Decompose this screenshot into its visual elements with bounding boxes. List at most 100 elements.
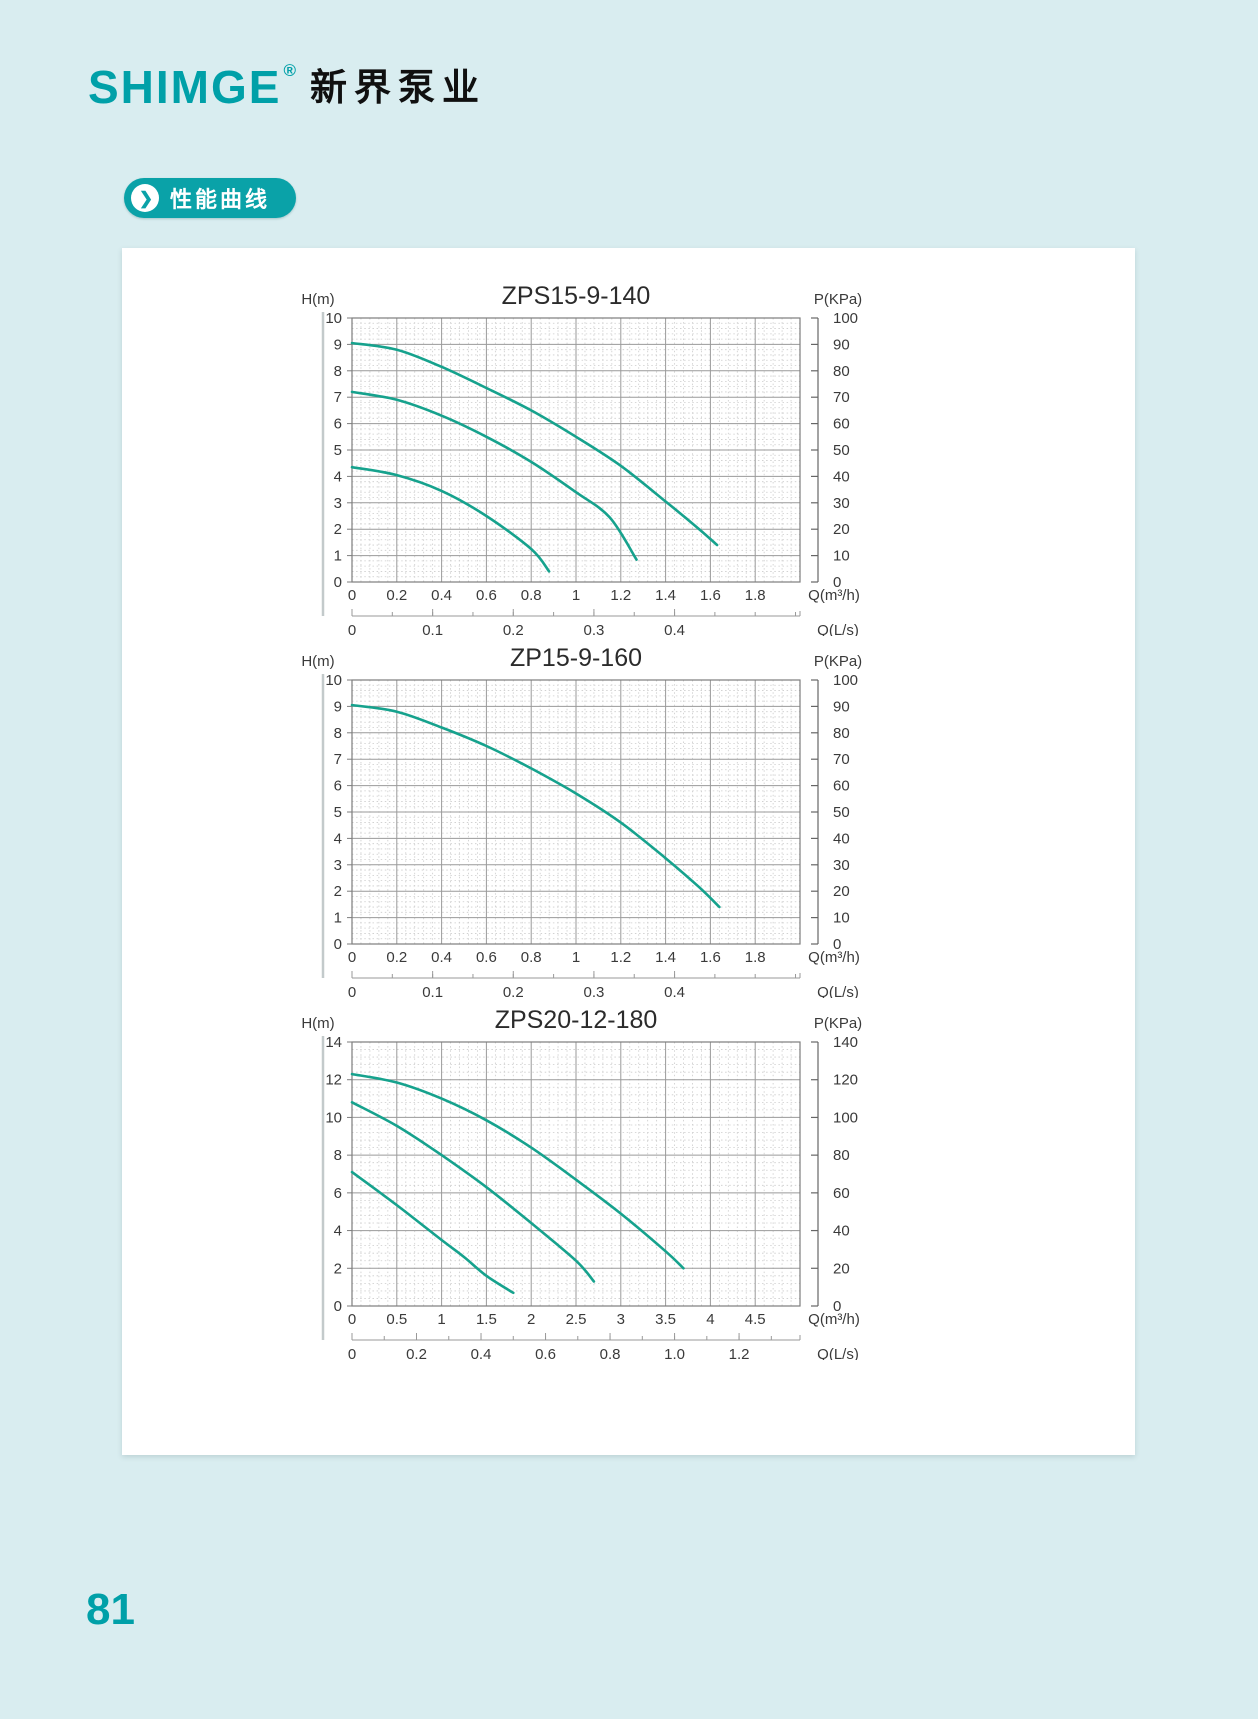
chart-block-2: ZP15-9-160 H(m) P(KPa) Q(m³/h) Q(L/s) 0 1 2 3 4 5 6… (122, 636, 1135, 1001)
arrow-circle-icon: ❯ (131, 184, 159, 212)
y2-axis: 0 10 20 30 40 50 60 70 80 90 100 (811, 310, 858, 591)
x-tick-label: 0.2 (386, 587, 407, 604)
x2-axis-unit-label: Q(L/s) (817, 622, 859, 636)
x2-tick-label: 0 (348, 1346, 356, 1360)
x-tick-label: 0.6 (476, 587, 497, 604)
x-tick-label: 1.2 (610, 949, 631, 966)
y2-tick-label: 80 (833, 363, 850, 380)
x-axis-ticks: 0 0.2 0.4 0.6 0.8 1 1.2 1.4 1.6 1.8 (348, 587, 766, 604)
x-tick-label: 0.4 (431, 587, 452, 604)
y-tick-label: 8 (334, 725, 342, 742)
major-grid (352, 680, 800, 944)
chart-block-3: ZPS20-12-180 H(m) P(KPa) Q(m³/h) Q(L/s) 0 2 4 6 8… (122, 998, 1135, 1363)
x2-tick-label: 1.0 (664, 1346, 685, 1360)
x-tick-label: 0.2 (386, 949, 407, 966)
y-tick-label: 5 (334, 804, 342, 821)
y2-tick-label: 0 (833, 936, 841, 953)
y2-tick-label: 70 (833, 389, 850, 406)
x2-axis-unit-label: Q(L/s) (817, 1346, 859, 1360)
x2-axis (351, 1333, 801, 1341)
curve-speed-1 (350, 465, 551, 573)
y-tick-label: 8 (334, 1147, 342, 1164)
y-axis-unit-label: H(m) (301, 653, 334, 670)
x-tick-label: 0.8 (521, 949, 542, 966)
x2-tick-label: 0 (348, 622, 356, 636)
y-tick-label: 5 (334, 442, 342, 459)
x-tick-label: 2.5 (566, 1311, 587, 1328)
y-tick-label: 2 (334, 883, 342, 900)
x-tick-label: 1.4 (655, 949, 676, 966)
x-tick-label: 1.8 (745, 587, 766, 604)
y-tick-label: 1 (334, 910, 342, 927)
curves (350, 703, 721, 909)
x-tick-label: 1.8 (745, 949, 766, 966)
x-tick-label: 3 (617, 1311, 625, 1328)
x2-tick-label: 0.2 (503, 622, 524, 636)
y2-tick-label: 100 (833, 1109, 858, 1126)
y-tick-label: 12 (325, 1072, 342, 1089)
y2-axis: 0 20 40 60 80 100 120 140 (811, 1034, 858, 1315)
x2-tick-label: 0.3 (583, 622, 604, 636)
curve-speed-2 (350, 1101, 596, 1283)
x-axis-ticks: 0 0.2 0.4 0.6 0.8 1 1.2 1.4 1.6 1.8 (348, 949, 766, 966)
y-tick-label: 8 (334, 363, 342, 380)
y2-tick-label: 80 (833, 1147, 850, 1164)
y2-axis-unit-label: P(KPa) (814, 291, 862, 308)
curve-speed-2 (350, 390, 638, 561)
x2-axis (351, 609, 801, 617)
y2-tick-label: 40 (833, 830, 850, 847)
y-tick-label: 14 (325, 1034, 342, 1051)
x2-tick-label: 0.4 (664, 622, 685, 636)
x-tick-label: 1 (437, 1311, 445, 1328)
y2-tick-label: 50 (833, 442, 850, 459)
x2-tick-label: 0.4 (471, 1346, 492, 1360)
x2-tick-label: 0.1 (422, 622, 443, 636)
chart-svg-ZPS15-9-140: ZPS15-9-140 H(m) P(KPa) Q(m³/h) Q(L/s) 0 1 2 3 4 5… (301, 282, 862, 639)
y2-tick-label: 40 (833, 468, 850, 485)
curve-speed-3 (350, 341, 719, 547)
x2-tick-label: 0 (348, 984, 356, 998)
y2-axis-unit-label: P(KPa) (814, 1015, 862, 1032)
x-axis-ticks: 0 0.5 1 1.5 2 2.5 3 3.5 4 4.5 (348, 1311, 766, 1328)
y2-tick-label: 30 (833, 495, 850, 512)
chart-svg-ZP15-9-160: ZP15-9-160 H(m) P(KPa) Q(m³/h) Q(L/s) 0 1 2 3 4 5 6… (301, 644, 862, 1001)
y2-tick-label: 10 (833, 548, 850, 565)
y-tick-label: 9 (334, 336, 342, 353)
y-axis-ticks: 0 2 4 6 8 10 12 14 (325, 1034, 352, 1315)
y-tick-label: 6 (334, 778, 342, 795)
y-tick-label: 2 (334, 521, 342, 538)
major-grid (352, 1042, 800, 1306)
y2-axis: 0 10 20 30 40 50 60 70 80 90 100 (811, 672, 858, 953)
y2-tick-label: 30 (833, 857, 850, 874)
chevron-right-icon: ❯ (138, 188, 154, 208)
chart-title: ZPS20-12-180 (495, 1006, 658, 1034)
curve-speed-3 (350, 1072, 685, 1270)
y-tick-label: 0 (334, 936, 342, 953)
chart-svg-ZPS20-12-180: ZPS20-12-180 H(m) P(KPa) Q(m³/h) Q(L/s) 0 2 4 6 8… (301, 1006, 862, 1363)
y2-tick-label: 40 (833, 1223, 850, 1240)
y-tick-label: 9 (334, 698, 342, 715)
y-tick-label: 2 (334, 1260, 342, 1277)
x-axis-unit-label: Q(m³/h) (808, 1311, 860, 1328)
x-tick-label: 1.4 (655, 587, 676, 604)
y-tick-label: 7 (334, 389, 342, 406)
y2-tick-label: 20 (833, 521, 850, 538)
y2-tick-label: 10 (833, 910, 850, 927)
curves (350, 1072, 685, 1295)
x-axis-unit-label: Q(m³/h) (808, 587, 860, 604)
y2-tick-label: 120 (833, 1072, 858, 1089)
x2-tick-label: 0.3 (583, 984, 604, 998)
x-tick-label: 0.6 (476, 949, 497, 966)
x-tick-label: 1.2 (610, 587, 631, 604)
x2-tick-label: 0.1 (422, 984, 443, 998)
y2-tick-label: 0 (833, 574, 841, 591)
x-tick-label: 1.6 (700, 949, 721, 966)
x2-tick-label: 0.6 (535, 1346, 556, 1360)
chart-title: ZPS15-9-140 (502, 282, 651, 310)
x-tick-label: 2 (527, 1311, 535, 1328)
y2-tick-label: 100 (833, 310, 858, 327)
section-badge: ❯ 性能曲线 (124, 178, 297, 218)
y-tick-label: 4 (334, 1223, 342, 1240)
x-axis-unit-label: Q(m³/h) (808, 949, 860, 966)
y2-tick-label: 20 (833, 1260, 850, 1277)
